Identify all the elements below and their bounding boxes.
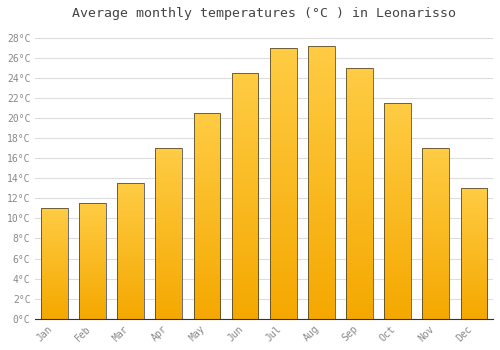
Bar (270, 48, 296, 318)
Bar (194, 113, 220, 318)
Bar (41, 209, 68, 318)
Bar (460, 188, 487, 318)
Bar (308, 46, 335, 318)
Bar (346, 68, 373, 318)
Bar (156, 148, 182, 318)
Bar (384, 103, 411, 318)
Bar (422, 148, 449, 318)
Bar (232, 73, 258, 318)
Title: Average monthly temperatures (°C ) in Leonarisso: Average monthly temperatures (°C ) in Le… (72, 7, 456, 20)
Bar (79, 203, 106, 318)
Bar (118, 183, 144, 318)
